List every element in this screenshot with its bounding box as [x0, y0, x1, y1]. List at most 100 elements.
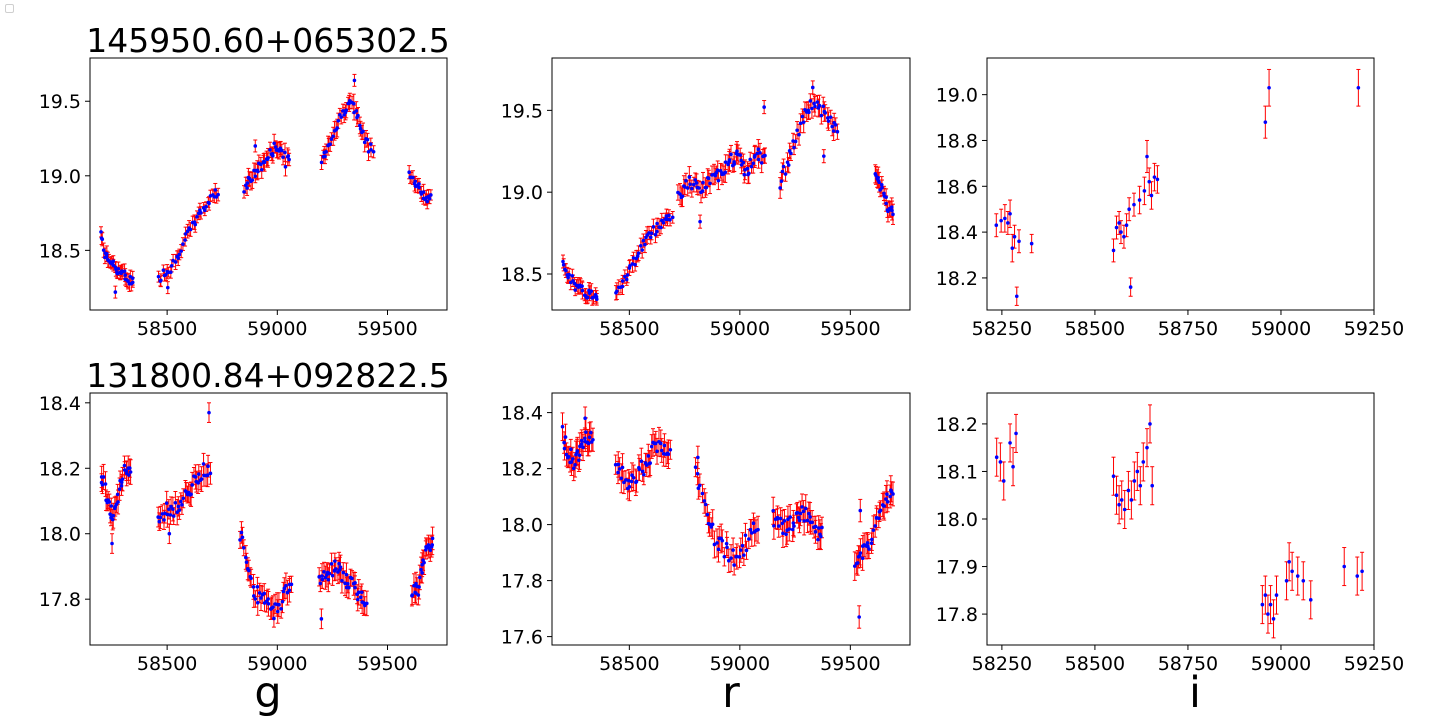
data-point [320, 574, 324, 578]
data-point [816, 537, 820, 542]
data-point [781, 531, 785, 536]
x-tick-label: 58250 [972, 318, 1032, 340]
data-point [328, 142, 332, 147]
data-point [343, 581, 347, 586]
y-tick-label: 18.5 [501, 264, 543, 286]
data-point [880, 186, 884, 190]
data-point [578, 444, 582, 449]
data-point [262, 591, 267, 596]
data-point [801, 509, 806, 514]
data-point [725, 545, 729, 550]
data-point [111, 259, 116, 263]
data-point [831, 129, 836, 133]
data-point [165, 512, 170, 517]
data-point [705, 512, 710, 517]
data-point [273, 145, 278, 149]
data-point [368, 142, 373, 146]
data-point [1111, 474, 1116, 479]
data-point [1122, 507, 1127, 512]
data-point [688, 182, 692, 187]
axes-frame [986, 392, 1375, 646]
data-point [810, 106, 814, 111]
y-tick-label: 18.0 [501, 515, 543, 537]
data-point [126, 278, 130, 283]
x-tick-label: 58250 [972, 653, 1032, 675]
data-point [763, 153, 767, 158]
data-point [430, 543, 435, 547]
x-tick-label: 59000 [247, 653, 307, 675]
data-point [110, 517, 115, 522]
data-point [817, 103, 822, 108]
data-point [640, 469, 645, 474]
data-point [181, 496, 186, 501]
data-point [327, 571, 332, 576]
data-point [716, 547, 721, 552]
data-point [120, 477, 125, 481]
data-point [169, 504, 173, 509]
data-point [185, 229, 190, 233]
data-point [784, 532, 788, 537]
data-point [584, 430, 588, 434]
data-point [583, 416, 587, 421]
data-point [797, 518, 802, 523]
data-point [744, 548, 749, 553]
data-point [756, 147, 761, 151]
data-point [649, 444, 654, 449]
data-point [828, 115, 833, 119]
data-point [193, 222, 198, 227]
data-point [196, 472, 201, 476]
data-point [876, 516, 881, 521]
data-point [183, 232, 188, 236]
data-point [99, 230, 103, 234]
data-point [287, 588, 292, 593]
data-point [701, 180, 705, 185]
data-point [1356, 85, 1361, 90]
data-point [710, 522, 715, 527]
data-point [358, 126, 363, 131]
data-point [867, 547, 871, 551]
data-point [821, 104, 826, 109]
data-point [272, 616, 276, 621]
x-tick-label: 58500 [599, 318, 659, 340]
data-point [723, 160, 728, 164]
data-point [281, 155, 285, 160]
data-point [277, 602, 281, 607]
data-point [694, 181, 699, 185]
data-point [190, 483, 194, 487]
data-point [1290, 569, 1294, 574]
data-point [1012, 234, 1017, 239]
data-point [429, 193, 433, 197]
data-point [1155, 177, 1160, 182]
data-point [181, 242, 185, 246]
data-point [1119, 498, 1124, 502]
data-point [365, 601, 369, 606]
corner-checkbox [5, 4, 14, 13]
data-point [999, 218, 1003, 223]
data-point [646, 454, 651, 458]
data-point [566, 275, 570, 280]
data-point [426, 543, 431, 547]
y-tick-label: 18.4 [936, 222, 978, 244]
x-tick-label: 59500 [820, 653, 880, 675]
data-point [562, 446, 567, 451]
data-point [771, 508, 776, 513]
data-point [615, 289, 619, 293]
data-point [1268, 602, 1273, 607]
data-point [180, 503, 184, 507]
data-point [620, 284, 625, 289]
data-point [795, 128, 799, 133]
data-point [745, 166, 750, 171]
data-point [708, 181, 712, 186]
band-label-i: i [1189, 668, 1201, 718]
data-point [720, 538, 725, 543]
data-point [352, 78, 357, 83]
y-tick-label: 17.8 [39, 589, 81, 611]
data-point [1001, 479, 1006, 483]
data-point [1114, 493, 1119, 498]
data-point [130, 280, 135, 285]
data-point [1117, 221, 1121, 225]
data-point [280, 599, 285, 604]
data-point [613, 462, 618, 467]
data-point [127, 466, 132, 470]
data-point [130, 276, 135, 281]
